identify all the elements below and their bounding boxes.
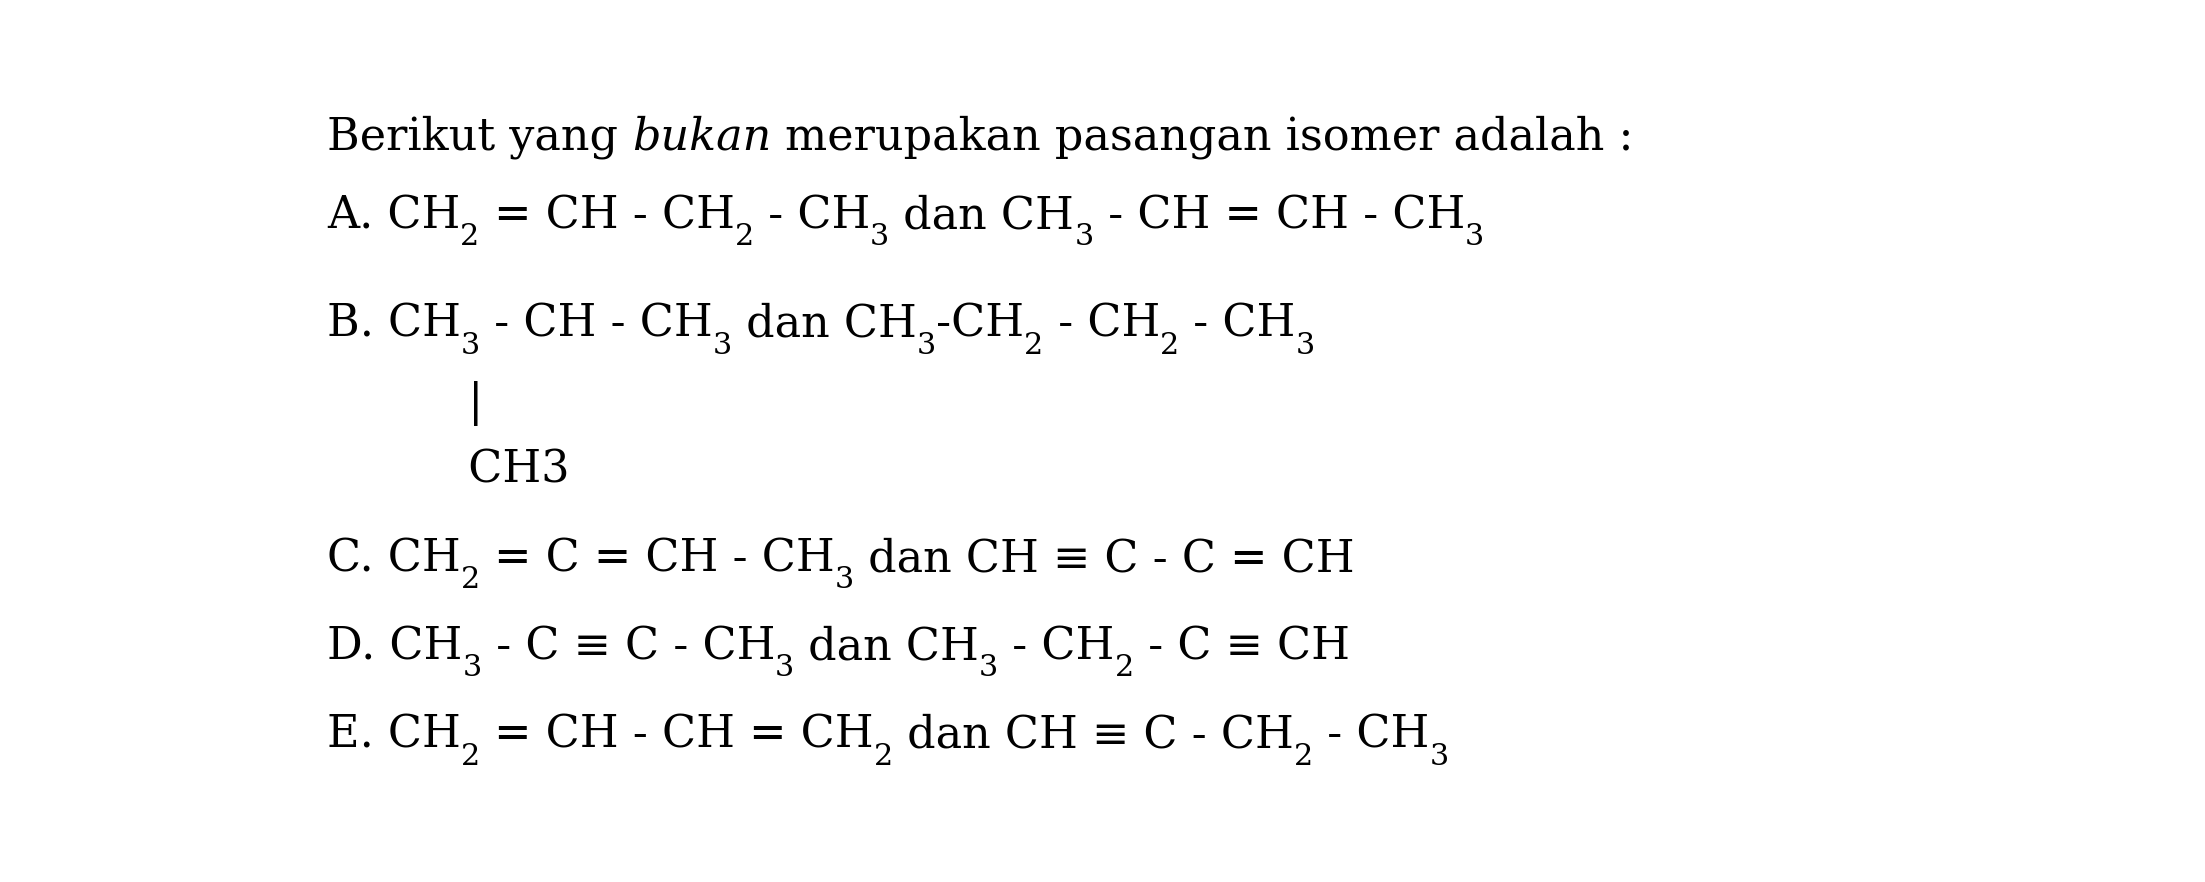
- Text: = CH - CH = CH: = CH - CH = CH: [481, 714, 873, 757]
- Text: CH3: CH3: [326, 449, 569, 492]
- Text: |: |: [326, 381, 483, 426]
- Text: - C ≡ CH: - C ≡ CH: [1133, 625, 1349, 669]
- Text: 2: 2: [1025, 332, 1043, 360]
- Text: - CH = CH - CH: - CH = CH - CH: [1094, 194, 1464, 237]
- Text: 3: 3: [1297, 332, 1314, 360]
- Text: 2: 2: [461, 223, 478, 251]
- Text: 2: 2: [873, 743, 893, 771]
- Text: 2: 2: [461, 566, 481, 594]
- Text: - CH: - CH: [1312, 714, 1429, 757]
- Text: 3: 3: [1464, 223, 1484, 251]
- Text: dan CH: dan CH: [889, 194, 1074, 237]
- Text: Berikut yang: Berikut yang: [326, 116, 633, 160]
- Text: 3: 3: [461, 332, 481, 360]
- Text: 3: 3: [979, 654, 999, 683]
- Text: bukan: bukan: [633, 116, 772, 159]
- Text: 3: 3: [917, 332, 937, 360]
- Text: 2: 2: [1160, 332, 1180, 360]
- Text: dan CH ≡ C - CH: dan CH ≡ C - CH: [893, 714, 1294, 757]
- Text: - CH: - CH: [999, 625, 1116, 669]
- Text: E. CH: E. CH: [326, 714, 461, 757]
- Text: 2: 2: [1294, 743, 1312, 771]
- Text: = C = CH - CH: = C = CH - CH: [481, 537, 836, 580]
- Text: dan CH: dan CH: [794, 625, 979, 669]
- Text: A. CH: A. CH: [326, 194, 461, 237]
- Text: 3: 3: [836, 566, 853, 594]
- Text: 3: 3: [712, 332, 732, 360]
- Text: - CH - CH: - CH - CH: [481, 303, 712, 346]
- Text: - CH: - CH: [1180, 303, 1297, 346]
- Text: -CH: -CH: [937, 303, 1025, 346]
- Text: merupakan pasangan isomer adalah :: merupakan pasangan isomer adalah :: [772, 116, 1634, 160]
- Text: D. CH: D. CH: [326, 625, 463, 669]
- Text: 3: 3: [871, 223, 889, 251]
- Text: dan CH: dan CH: [732, 303, 917, 346]
- Text: 3: 3: [774, 654, 794, 683]
- Text: B. CH: B. CH: [326, 303, 461, 346]
- Text: 2: 2: [734, 223, 754, 251]
- Text: - C ≡ C - CH: - C ≡ C - CH: [481, 625, 774, 669]
- Text: 2: 2: [461, 743, 481, 771]
- Text: 3: 3: [463, 654, 481, 683]
- Text: 2: 2: [1116, 654, 1133, 683]
- Text: dan CH ≡ C - C = CH: dan CH ≡ C - C = CH: [853, 537, 1354, 580]
- Text: = CH - CH: = CH - CH: [478, 194, 734, 237]
- Text: - CH: - CH: [754, 194, 871, 237]
- Text: C. CH: C. CH: [326, 537, 461, 580]
- Text: 3: 3: [1429, 743, 1449, 771]
- Text: 3: 3: [1074, 223, 1094, 251]
- Text: - CH: - CH: [1043, 303, 1160, 346]
